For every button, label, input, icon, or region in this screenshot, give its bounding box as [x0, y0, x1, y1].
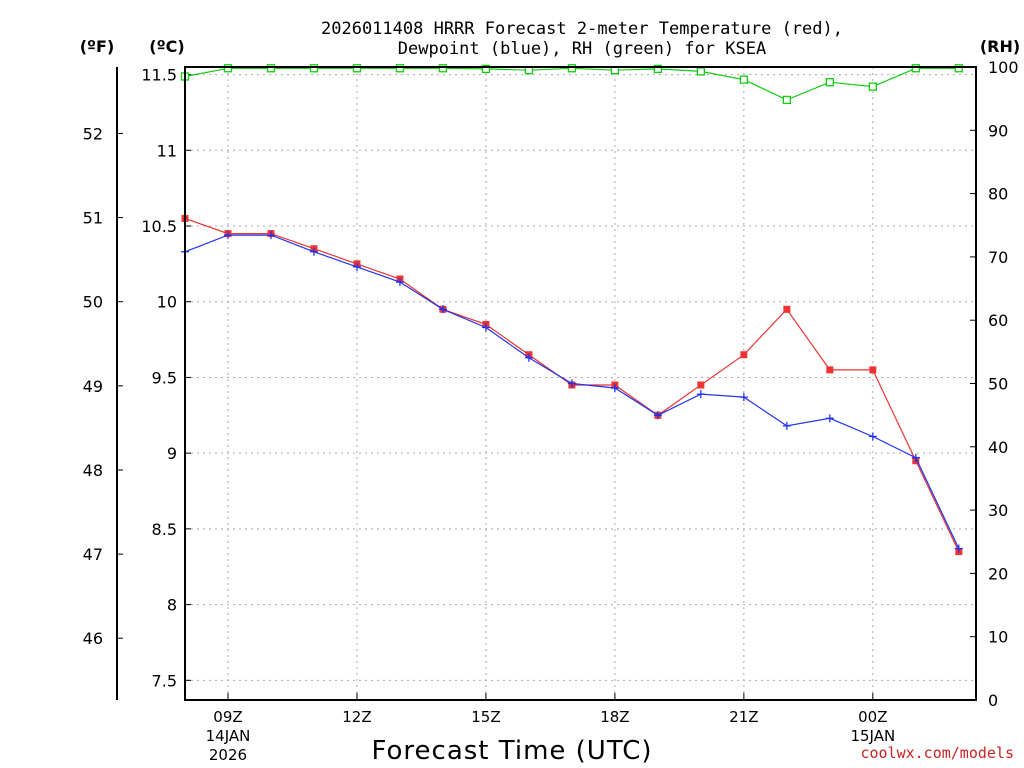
fahrenheit-tick-label: 48 — [83, 461, 103, 480]
rh-point — [309, 64, 319, 73]
rh-tick-label: 80 — [988, 185, 1008, 204]
celsius-tick-label: 10 — [157, 293, 177, 312]
rh-point — [481, 64, 491, 74]
rh-tick-label: 70 — [988, 248, 1008, 267]
temperature-point — [783, 305, 791, 313]
rh-point — [782, 95, 791, 105]
date-tick-label: 14JAN — [206, 727, 251, 745]
dewpoint-point — [524, 353, 533, 362]
celsius-tick-label: 11 — [157, 141, 177, 160]
rh-point — [266, 64, 276, 73]
rh-point — [825, 78, 834, 87]
fahrenheit-tick-label: 52 — [83, 124, 103, 143]
rh-series — [180, 64, 963, 105]
dewpoint-point — [395, 278, 404, 287]
dewpoint-point — [567, 379, 576, 388]
grid-lines — [185, 67, 976, 700]
fahrenheit-tick-label: 49 — [83, 377, 103, 396]
date-tick-label: 15JAN — [850, 727, 895, 745]
celsius-axis: 7.5 8 8.5 9 9.5 10 10.5 11 11.5 — [141, 66, 191, 690]
dewpoint-point — [954, 544, 963, 553]
rh-line — [184, 67, 959, 101]
dewpoint-line — [184, 234, 960, 549]
rh-tick-label: 40 — [988, 438, 1008, 457]
rh-point — [739, 75, 749, 84]
fahrenheit-tick-label: 47 — [83, 545, 103, 564]
fahrenheit-tick-label: 50 — [83, 293, 103, 312]
time-tick-label: 00Z — [858, 708, 887, 726]
dewpoint-point — [266, 231, 275, 240]
time-tick-label: 12Z — [342, 708, 371, 726]
time-tick-label: 09Z — [213, 708, 242, 726]
time-tick-label: 15Z — [471, 708, 500, 726]
fahrenheit-tick-label: 51 — [83, 209, 103, 228]
celsius-tick-label: 10.5 — [141, 217, 177, 236]
dewpoint-point — [653, 411, 662, 420]
rh-point — [352, 64, 362, 73]
rh-point — [395, 64, 405, 73]
rh-tick-label: 50 — [988, 375, 1008, 394]
dewpoint-point — [352, 262, 361, 271]
rh-point — [911, 64, 920, 73]
celsius-tick-label: 7.5 — [152, 671, 177, 690]
plot-frame — [184, 66, 977, 701]
dewpoint-point — [309, 247, 318, 256]
rh-point — [567, 64, 577, 73]
rh-axis: 0 10 20 30 40 50 60 70 80 90 100 — [970, 58, 1019, 710]
dewpoint-point — [610, 384, 619, 393]
rh-tick-label: 20 — [988, 564, 1008, 583]
dewpoint-point — [696, 390, 705, 399]
rh-tick-label: 60 — [988, 311, 1008, 330]
dewpoint-series — [181, 231, 963, 553]
fahrenheit-unit-label: (ºF) — [80, 37, 115, 56]
credit-text: coolwx.com/models — [860, 744, 1014, 762]
rh-tick-label: 30 — [988, 501, 1008, 520]
celsius-tick-label: 9 — [167, 444, 177, 463]
dewpoint-point — [481, 323, 490, 332]
rh-point — [868, 82, 877, 91]
chart-title-line2: Dewpoint (blue), RH (green) for KSEA — [398, 39, 766, 59]
rh-unit-label: (RH) — [980, 37, 1020, 56]
temperature-point — [869, 366, 877, 374]
time-tick-label: 21Z — [729, 708, 758, 726]
time-tick-label: 18Z — [600, 708, 629, 726]
temperature-point — [826, 366, 834, 374]
rh-point — [653, 64, 663, 74]
temperature-point — [697, 381, 705, 389]
celsius-tick-label: 8 — [167, 596, 177, 615]
rh-point — [223, 64, 233, 73]
fahrenheit-tick-label: 46 — [83, 629, 103, 648]
x-axis-label: Forecast Time (UTC) — [371, 736, 652, 766]
celsius-unit-label: (ºC) — [149, 37, 184, 56]
rh-point — [954, 64, 963, 73]
fahrenheit-axis: 46 47 48 49 50 51 52 — [83, 124, 123, 648]
dewpoint-point — [739, 393, 748, 402]
year-tick-label: 2026 — [209, 746, 247, 764]
rh-tick-label: 90 — [988, 121, 1008, 140]
celsius-tick-label: 8.5 — [152, 520, 177, 539]
dewpoint-point — [438, 305, 447, 314]
celsius-tick-label: 11.5 — [141, 66, 177, 85]
rh-point — [696, 67, 706, 76]
rh-tick-label: 100 — [988, 58, 1019, 77]
celsius-tick-label: 9.5 — [152, 368, 177, 387]
dewpoint-point — [911, 453, 920, 462]
dewpoint-point — [868, 432, 877, 441]
dewpoint-point — [825, 414, 834, 423]
chart-title-line1: 2026011408 HRRR Forecast 2-meter Tempera… — [321, 19, 843, 39]
rh-tick-label: 0 — [988, 691, 998, 710]
rh-point — [438, 64, 448, 73]
rh-tick-label: 10 — [988, 628, 1008, 647]
temperature-point — [740, 351, 748, 359]
dewpoint-point — [223, 231, 232, 240]
dewpoint-point — [782, 421, 791, 430]
